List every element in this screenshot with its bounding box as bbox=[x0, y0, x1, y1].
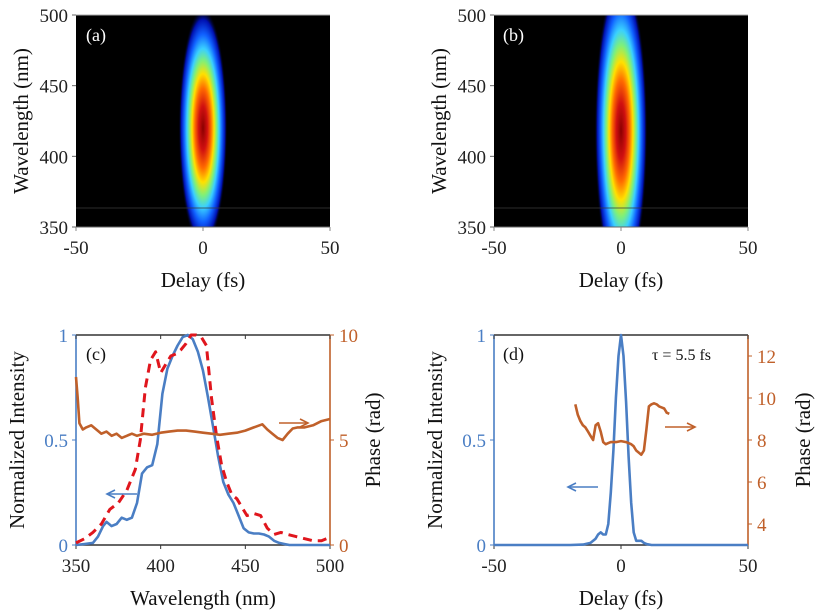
x-tick-label: -50 bbox=[481, 556, 506, 577]
x-tick-label: 450 bbox=[231, 556, 260, 577]
x-tick-label: 0 bbox=[616, 556, 626, 577]
x-axis-label: Delay (fs) bbox=[579, 268, 664, 292]
y-tick-label: 350 bbox=[40, 218, 69, 239]
x-tick-label: 350 bbox=[62, 556, 91, 577]
series-retrieved-spectrum bbox=[75, 333, 330, 547]
y-tick-label: 500 bbox=[40, 6, 69, 27]
intensity-axis-arrow-head bbox=[566, 482, 577, 492]
y-tick-label: 1 bbox=[59, 326, 69, 347]
y-tick-label: 450 bbox=[40, 77, 69, 98]
y-tick-label: 0 bbox=[59, 536, 69, 557]
x-axis-label: Delay (fs) bbox=[161, 268, 246, 292]
y-tick-label: 0.5 bbox=[44, 431, 68, 452]
intensity-axis-arrow-head bbox=[105, 489, 116, 499]
series-temporal-intensity bbox=[494, 333, 748, 547]
y-tick-label: 400 bbox=[40, 147, 69, 168]
y-tick-label: 0.5 bbox=[462, 431, 486, 452]
x-axis-label: Delay (fs) bbox=[579, 586, 664, 610]
series-measured-spectrum bbox=[75, 333, 332, 545]
heatmap-a-pulse bbox=[178, 15, 228, 227]
y-tick-label: 500 bbox=[458, 6, 487, 27]
panel-a: (a) -50 0 50 350 400 450 500 Delay (fs) Waveleng… bbox=[9, 6, 340, 292]
panel-b: (b) -50 0 50 350 400 450 500 Delay (fs) Waveleng… bbox=[427, 6, 758, 292]
y-tick-label: 450 bbox=[458, 77, 487, 98]
y2-tick-label: 0 bbox=[339, 536, 349, 557]
panel-label-a: (a) bbox=[86, 25, 106, 46]
y-axis-label: Wavelength (nm) bbox=[427, 48, 451, 194]
heatmap-b-pulse bbox=[594, 15, 648, 227]
series-temporal-phase bbox=[574, 401, 670, 457]
y2-tick-label: 5 bbox=[339, 431, 349, 452]
y-tick-label: 350 bbox=[458, 218, 487, 239]
panel-label-d: (d) bbox=[503, 344, 524, 365]
panel-label-b: (b) bbox=[503, 25, 524, 46]
pulse-duration-annotation: τ = 5.5 fs bbox=[652, 347, 711, 364]
x-tick-label: 500 bbox=[316, 556, 345, 577]
x-tick-label: 50 bbox=[739, 238, 758, 259]
y-tick-label: 400 bbox=[458, 147, 487, 168]
y2-tick-label: 12 bbox=[757, 347, 776, 368]
y2-axis-label: Phase (rad) bbox=[791, 392, 815, 487]
y-tick-label: 0 bbox=[477, 536, 487, 557]
y2-tick-label: 10 bbox=[757, 389, 776, 410]
x-tick-label: 400 bbox=[146, 556, 175, 577]
x-tick-label: 0 bbox=[616, 238, 626, 259]
y2-axis-label: Phase (rad) bbox=[361, 392, 385, 487]
y2-tick-label: 4 bbox=[757, 515, 767, 536]
y-tick-label: 1 bbox=[477, 326, 487, 347]
phase-axis-arrow-head bbox=[686, 422, 697, 432]
x-tick-label: -50 bbox=[63, 238, 88, 259]
y-axis-label: Wavelength (nm) bbox=[9, 48, 33, 194]
y2-tick-label: 6 bbox=[757, 473, 767, 494]
heatmap-a-layer bbox=[178, 15, 228, 227]
y-axis-label: Normalized Intensity bbox=[423, 351, 447, 529]
y-axis-label: Normalized Intensity bbox=[5, 351, 29, 529]
heatmap-b-layer bbox=[594, 15, 648, 227]
panel-label-c: (c) bbox=[86, 344, 106, 365]
series-retrieved-phase bbox=[74, 376, 331, 442]
y2-tick-label: 10 bbox=[339, 326, 358, 347]
x-tick-label: -50 bbox=[481, 238, 506, 259]
x-tick-label: 50 bbox=[321, 238, 340, 259]
y2-tick-label: 8 bbox=[757, 431, 767, 452]
x-tick-label: 50 bbox=[739, 556, 758, 577]
x-tick-label: 0 bbox=[198, 238, 208, 259]
phase-axis-arrow-head bbox=[299, 418, 310, 428]
x-axis-label: Wavelength (nm) bbox=[130, 586, 276, 610]
